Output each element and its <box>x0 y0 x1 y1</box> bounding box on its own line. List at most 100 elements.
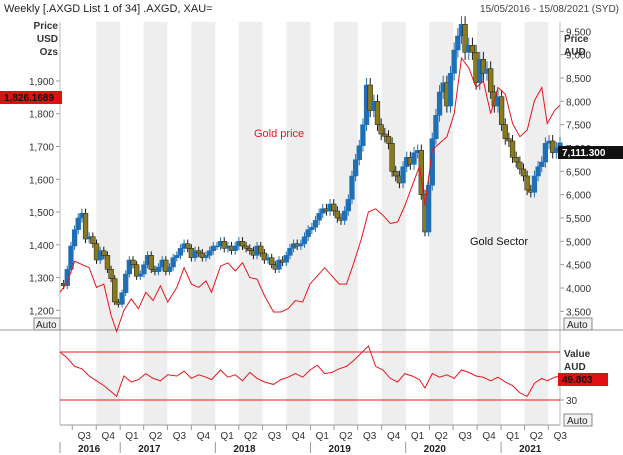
candle-body <box>298 243 304 247</box>
year-label: 2018 <box>233 444 256 455</box>
candle-body <box>148 255 154 270</box>
right-tick-label: 7,500 <box>566 121 591 132</box>
gold-sector-candles <box>60 16 563 308</box>
candle-body <box>261 252 268 261</box>
candle-body <box>276 259 282 270</box>
candle-body <box>535 166 541 177</box>
candle-body <box>382 133 388 137</box>
candle-body <box>68 245 74 270</box>
quarter-band <box>524 22 549 425</box>
auto-button-label: Auto <box>36 320 57 331</box>
quarter-label: Q3 <box>458 431 472 442</box>
right-tick-label: 4,500 <box>566 261 591 272</box>
candle-body <box>309 227 315 230</box>
lower-axis-label-currency: AUD <box>564 362 586 373</box>
year-label: 2021 <box>519 444 542 455</box>
candle-body <box>469 45 476 53</box>
candle-body <box>480 59 487 74</box>
candle-body <box>170 257 176 268</box>
quarter-label: Q1 <box>316 431 330 442</box>
candle-body <box>531 175 538 193</box>
right-tick-label: 9,000 <box>566 51 591 62</box>
auto-button-right-upper[interactable]: Auto <box>563 317 593 331</box>
quarter-label: Q2 <box>435 431 449 442</box>
quarter-band <box>333 22 358 425</box>
candle-body <box>502 124 508 139</box>
candle-body <box>356 145 362 160</box>
candle-body <box>287 248 293 256</box>
right-tick-label: 8,000 <box>566 97 591 108</box>
quarter-label: Q3 <box>173 431 187 442</box>
candle-body <box>133 264 140 277</box>
candle-body <box>400 166 406 184</box>
right-tick-label: 4,000 <box>566 284 591 295</box>
quarter-band <box>191 22 216 425</box>
candle-body <box>206 250 213 256</box>
right-tick-label: 6,500 <box>566 167 591 178</box>
candle-body <box>411 152 417 165</box>
candle-body <box>185 243 191 249</box>
candle-body <box>517 161 523 170</box>
candle-body <box>177 248 184 256</box>
quarter-label: Q1 <box>411 431 425 442</box>
quarter-label: Q4 <box>387 431 401 442</box>
candle-body <box>119 292 125 305</box>
gold-price-tag-value: 1,826.1689 <box>4 93 54 104</box>
value-tag: 49.803 <box>558 373 608 386</box>
candle-body <box>130 259 136 265</box>
candle-body <box>101 250 107 256</box>
left-axis-ticks: 1,200 1,300 1,400 1,500 1,600 1,700 1,800 1,900 <box>29 77 60 317</box>
right-tick-label: 3,500 <box>566 307 591 318</box>
candle-body <box>374 101 381 125</box>
candle-body <box>352 159 359 177</box>
left-tick-label: 1,400 <box>29 241 54 252</box>
left-axis-label-unit: Ozs <box>40 47 59 58</box>
quarter-label: Q1 <box>125 431 139 442</box>
candle-body <box>163 259 169 272</box>
quarter-label: Q4 <box>292 431 306 442</box>
right-tick-label: 5,500 <box>566 214 591 225</box>
candle-body <box>64 269 70 286</box>
candle-body <box>214 245 220 248</box>
auto-button-left-upper[interactable]: Auto <box>33 317 61 331</box>
lower-axis-label-value: Value <box>564 349 591 360</box>
quarter-label: Q3 <box>554 431 568 442</box>
candle-body <box>385 136 392 144</box>
candle-body <box>316 213 322 221</box>
quarter-label: Q3 <box>363 431 377 442</box>
candle-body <box>258 245 264 254</box>
gold-sector-label: Gold Sector <box>470 236 528 248</box>
quarter-label: Q2 <box>339 431 353 442</box>
left-tick-label: 1,700 <box>29 143 54 154</box>
quarter-label: Q2 <box>530 431 544 442</box>
quarter-label: Q1 <box>220 431 234 442</box>
left-tick-label: 1,900 <box>29 77 54 88</box>
candle-body <box>349 175 355 200</box>
auto-button-label: Auto <box>567 320 588 331</box>
candle-body <box>542 143 549 163</box>
candle-body <box>539 161 545 167</box>
candle-body <box>451 49 457 74</box>
candle-body <box>108 269 114 279</box>
candle-body <box>331 203 337 212</box>
right-axis-label-currency: AUD <box>564 47 586 58</box>
candle-body <box>239 241 246 247</box>
left-tick-label: 1,500 <box>29 208 54 219</box>
left-tick-label: 1,200 <box>29 306 54 317</box>
candle-body <box>433 115 439 139</box>
candle-body <box>462 24 468 53</box>
right-tick-label: 9,500 <box>566 27 591 38</box>
candle-body <box>203 255 209 258</box>
candle-body <box>378 124 384 135</box>
candle-body <box>524 175 530 191</box>
quarter-band <box>286 22 311 425</box>
left-tick-label: 1,800 <box>29 110 54 121</box>
lower-threshold-lines <box>60 351 560 401</box>
value-tag-text: 49.803 <box>562 375 593 386</box>
chart-title: Weekly [.AXGD List 1 of 34] .AXGD, XAU= <box>4 3 213 15</box>
right-tick-label: 8,500 <box>566 74 591 85</box>
auto-button-right-lower[interactable]: Auto <box>563 413 593 427</box>
date-range: 15/05/2016 - 15/08/2021 (SYD) <box>480 4 619 15</box>
quarter-band <box>477 22 502 425</box>
candle-body <box>123 273 129 293</box>
